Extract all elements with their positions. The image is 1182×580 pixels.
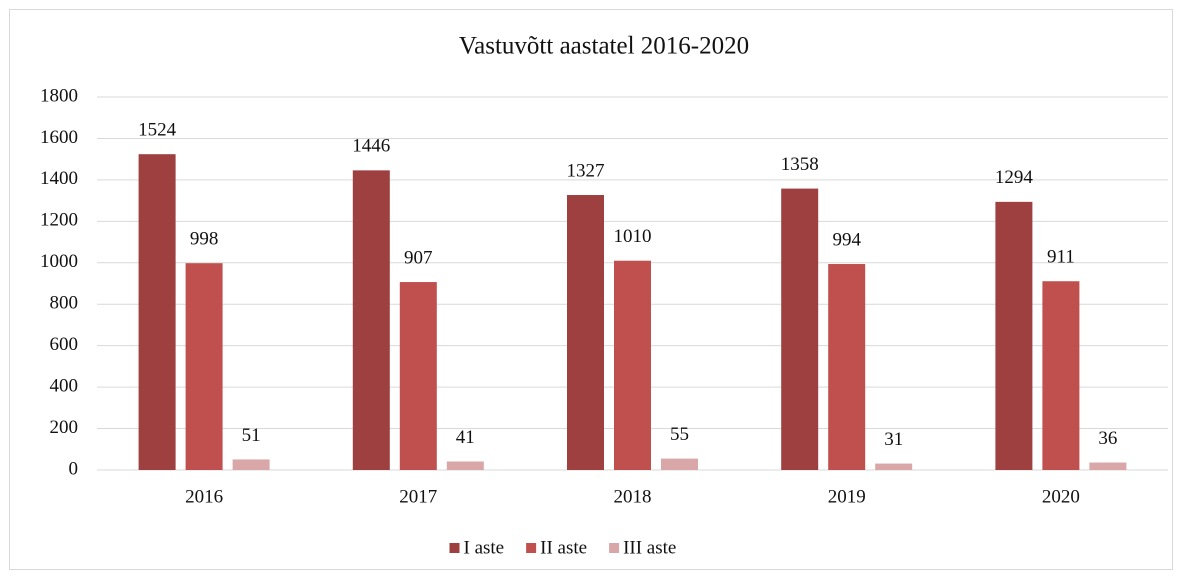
y-tick-label: 1000: [40, 251, 78, 272]
bar: [781, 188, 819, 470]
legend-swatch: [609, 543, 620, 553]
data-label: 51: [242, 425, 261, 446]
legend-label: I aste: [464, 537, 505, 558]
legend-label: II aste: [540, 537, 587, 558]
y-tick-label: 400: [50, 375, 79, 396]
data-label: 1358: [781, 154, 819, 175]
chart-title: Vastuvõtt aastatel 2016-2020: [459, 33, 749, 60]
data-label: 31: [884, 429, 903, 450]
bar: [995, 201, 1033, 471]
y-tick-label: 1200: [40, 210, 78, 231]
bar: [1042, 281, 1080, 470]
data-label: 1294: [995, 167, 1034, 188]
y-tick-label: 600: [50, 334, 79, 355]
bar: [875, 463, 913, 470]
x-tick-label: 2017: [399, 486, 437, 507]
x-tick-label: 2020: [1042, 486, 1080, 507]
bar: [1089, 462, 1127, 470]
y-tick-label: 0: [69, 458, 79, 479]
data-label: 1524: [138, 120, 177, 141]
bar: [399, 282, 437, 470]
data-label: 998: [190, 229, 219, 250]
bar: [138, 154, 176, 470]
y-tick-label: 800: [50, 293, 79, 314]
bar: [614, 260, 651, 470]
data-label: 994: [832, 229, 861, 250]
data-label: 41: [456, 427, 475, 448]
y-tick-label: 1800: [40, 85, 78, 106]
x-tick-label: 2016: [185, 486, 223, 507]
data-label: 55: [670, 424, 689, 445]
bar: [185, 263, 223, 470]
y-tick-label: 200: [50, 417, 79, 438]
y-tick-label: 1600: [40, 127, 78, 148]
x-tick-label: 2018: [614, 486, 652, 507]
data-label: 36: [1098, 428, 1117, 449]
data-label: 911: [1047, 247, 1075, 268]
data-label: 1010: [614, 226, 652, 247]
bar: [446, 461, 484, 470]
bar: [352, 170, 390, 470]
y-tick-label: 1400: [40, 168, 78, 189]
data-label: 1446: [352, 136, 390, 157]
bar: [232, 459, 270, 470]
legend-swatch: [449, 543, 460, 553]
data-label: 1327: [567, 160, 605, 181]
legend-label: III aste: [623, 537, 676, 558]
x-tick-label: 2019: [828, 486, 866, 507]
data-label: 907: [404, 247, 433, 268]
bar: [567, 195, 604, 470]
bar: [661, 458, 698, 470]
legend-swatch: [526, 543, 537, 553]
bar: [828, 264, 866, 470]
